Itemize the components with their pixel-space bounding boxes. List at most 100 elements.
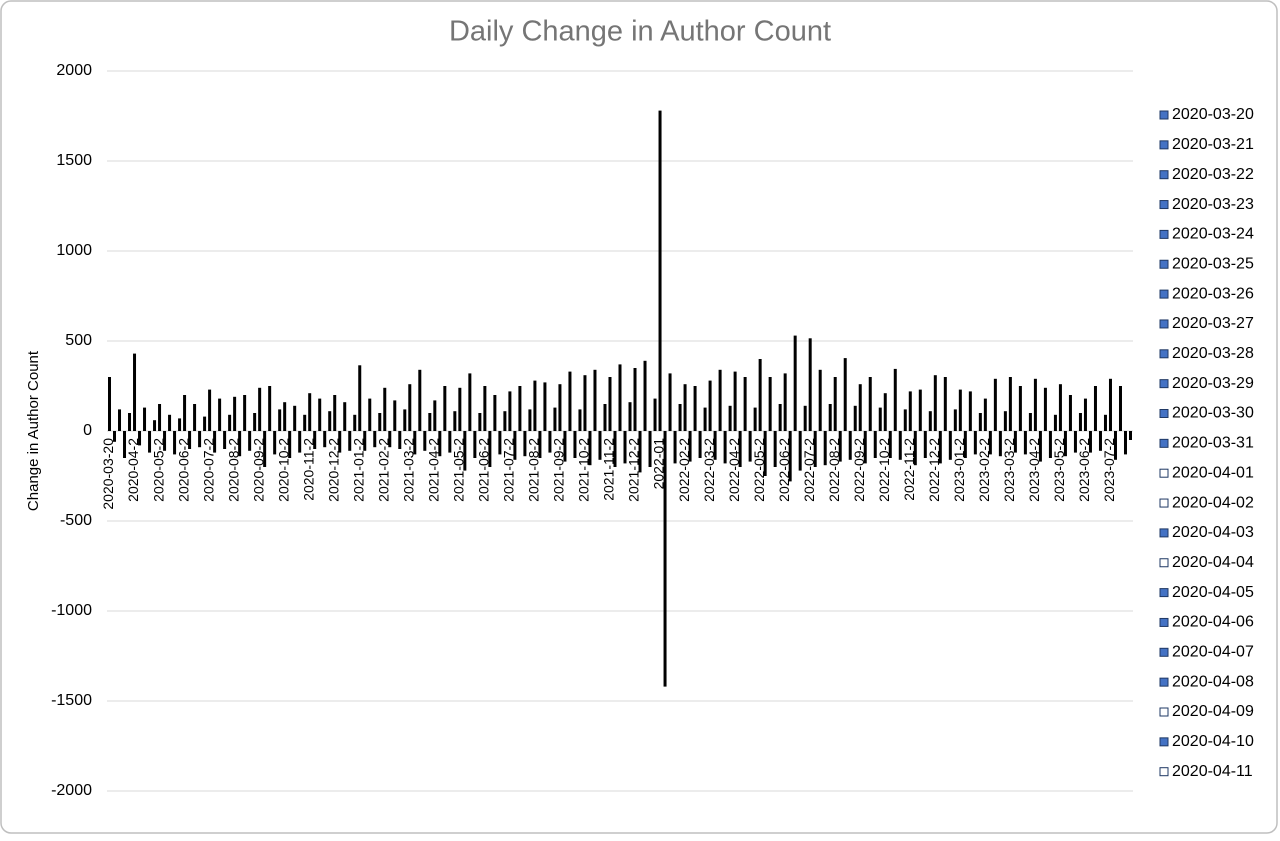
x-tick-label: 2021-01-2 xyxy=(350,438,366,502)
bar xyxy=(688,431,692,462)
bar xyxy=(983,398,987,431)
bar xyxy=(118,409,122,431)
x-tick-label: 2022-08-2 xyxy=(826,438,842,502)
bar xyxy=(423,431,427,451)
bar xyxy=(803,405,807,431)
bar xyxy=(893,368,897,431)
bar xyxy=(593,369,597,431)
bar xyxy=(153,420,157,431)
bar xyxy=(858,384,862,431)
bar xyxy=(138,431,142,446)
bar xyxy=(918,389,922,431)
bar xyxy=(133,353,137,431)
bar xyxy=(318,398,322,431)
legend-swatch xyxy=(1159,498,1169,508)
bar xyxy=(768,377,772,431)
bar xyxy=(213,431,217,453)
bar xyxy=(1093,386,1097,431)
legend-swatch xyxy=(1159,558,1169,568)
bar xyxy=(1038,431,1042,462)
legend-swatch xyxy=(1159,707,1169,717)
bar xyxy=(1123,431,1127,455)
legend-swatch xyxy=(1159,647,1169,657)
bar xyxy=(1068,395,1072,431)
x-tick-label: 2020-11-2 xyxy=(300,438,316,501)
bar xyxy=(943,377,947,431)
y-tick-label: 1000 xyxy=(56,242,92,259)
legend-swatch xyxy=(1159,319,1169,329)
bar xyxy=(508,391,512,431)
legend-label: 2020-04-05 xyxy=(1172,584,1254,601)
bar xyxy=(588,431,592,466)
bar xyxy=(818,369,822,431)
bar xyxy=(813,431,817,467)
x-tick-label: 2021-03-2 xyxy=(400,438,416,502)
legend-swatch xyxy=(1159,617,1169,627)
x-tick-label: 2022-10-2 xyxy=(876,438,892,502)
bar xyxy=(503,411,507,431)
bar xyxy=(988,431,992,455)
bar xyxy=(633,368,637,431)
bar xyxy=(568,371,572,431)
bar xyxy=(798,431,802,471)
bar xyxy=(648,431,652,467)
bar xyxy=(448,431,452,453)
legend-label: 2020-03-25 xyxy=(1172,255,1254,272)
bar xyxy=(518,386,522,431)
bar xyxy=(638,431,642,473)
bar xyxy=(303,414,307,431)
bar xyxy=(933,375,937,431)
x-tick-label: 2023-06-2 xyxy=(1076,438,1092,502)
bar xyxy=(123,431,127,458)
x-tick-label: 2021-04-2 xyxy=(426,438,442,502)
x-tick-label: 2022-03-2 xyxy=(701,438,717,502)
bar xyxy=(623,431,627,464)
legend-label: 2020-04-10 xyxy=(1172,733,1254,750)
bar xyxy=(163,431,167,451)
legend-swatch xyxy=(1159,737,1169,747)
bar xyxy=(873,431,877,458)
bar xyxy=(993,378,997,431)
x-tick-label: 2021-06-2 xyxy=(476,438,492,502)
y-axis-label: Change in Author Count xyxy=(25,350,42,511)
bar xyxy=(378,413,382,431)
bar xyxy=(778,404,782,431)
legend-label: 2020-04-02 xyxy=(1172,494,1254,511)
legend-label: 2020-03-31 xyxy=(1172,435,1254,452)
legend-label: 2020-03-23 xyxy=(1172,196,1254,213)
bar xyxy=(1098,431,1102,451)
legend-label: 2020-03-29 xyxy=(1172,375,1254,392)
bar xyxy=(388,431,392,448)
bar xyxy=(958,389,962,431)
bar xyxy=(1003,411,1007,431)
legend-swatch xyxy=(1159,767,1169,777)
x-tick-label: 2021-08-2 xyxy=(526,438,542,502)
x-tick-label: 2022-05-2 xyxy=(751,438,767,502)
bar xyxy=(888,431,892,458)
y-tick-label: 1500 xyxy=(56,152,92,169)
legend-label: 2020-03-20 xyxy=(1172,106,1254,123)
bar xyxy=(428,413,432,431)
bar xyxy=(848,431,852,460)
bar xyxy=(828,404,832,431)
bar xyxy=(293,405,297,431)
bar xyxy=(563,431,567,462)
bar xyxy=(923,431,927,458)
bar xyxy=(938,431,942,464)
bar xyxy=(183,395,187,431)
bar xyxy=(323,431,327,448)
x-tick-label: 2022-11-2 xyxy=(901,438,917,501)
bar xyxy=(903,409,907,431)
bar xyxy=(853,405,857,431)
bar xyxy=(883,393,887,431)
legend-label: 2020-04-01 xyxy=(1172,464,1254,481)
bar xyxy=(453,411,457,431)
legend: 2020-03-20 2020-03-21 2020-03-22 2020-03-23… xyxy=(1159,106,1254,780)
bar xyxy=(708,380,712,431)
bar xyxy=(968,391,972,431)
bar xyxy=(1113,431,1117,460)
bar xyxy=(393,400,397,431)
bar xyxy=(203,416,207,431)
bar xyxy=(658,110,662,431)
